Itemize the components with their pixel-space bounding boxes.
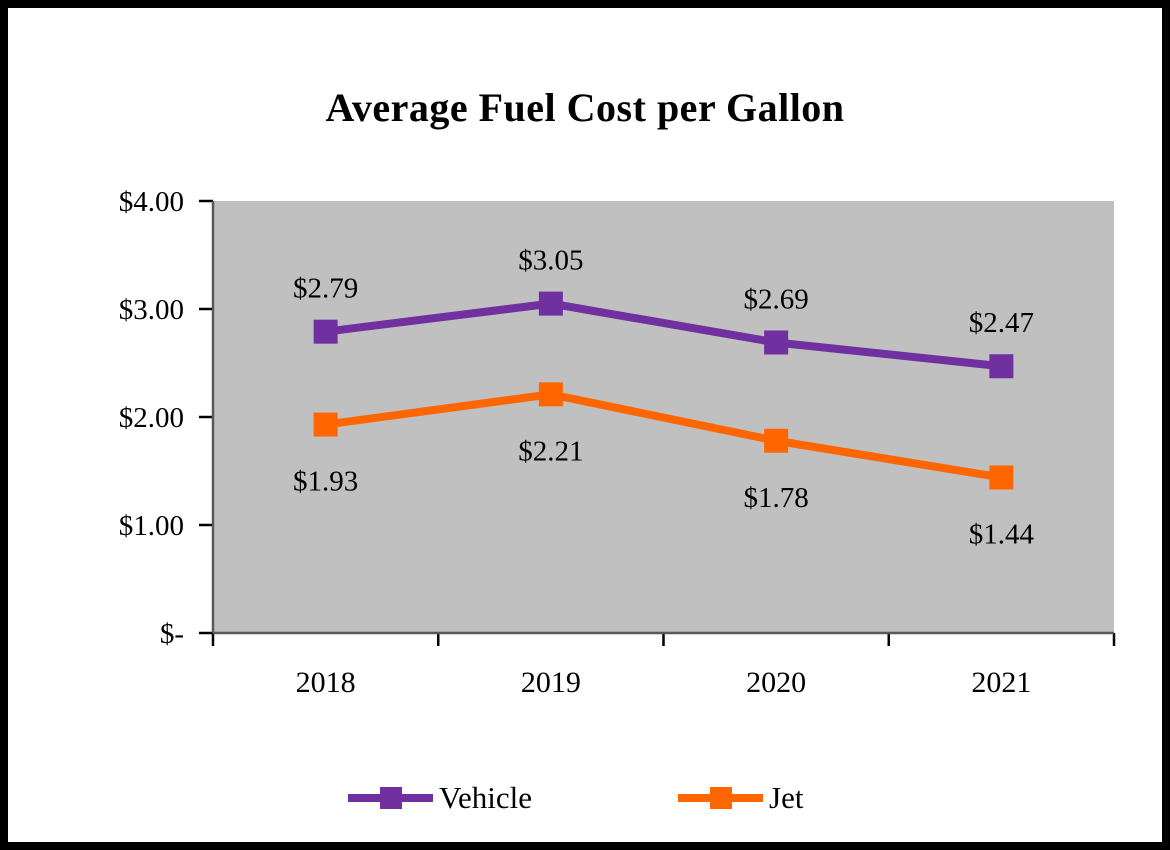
legend-line-swatch — [348, 787, 433, 809]
legend-label: Vehicle — [439, 780, 532, 815]
series-marker-jet — [764, 428, 789, 453]
x-axis-category-label: 2020 — [746, 666, 806, 699]
x-axis-category-label: 2019 — [521, 666, 581, 699]
series-line-vehicle — [325, 299, 1002, 371]
y-axis-tick-label: $- — [160, 618, 184, 650]
data-label: $2.69 — [744, 283, 809, 315]
legend-item-vehicle: Vehicle — [348, 780, 532, 816]
legend-label: Jet — [769, 780, 804, 815]
data-label: $2.21 — [518, 435, 583, 467]
data-label: $1.44 — [969, 518, 1035, 550]
data-label: $1.93 — [293, 466, 358, 498]
series-marker-jet — [989, 465, 1014, 490]
chart-title: Average Fuel Cost per Gallon — [325, 85, 845, 130]
series-marker-jet — [313, 412, 338, 437]
data-label: $1.78 — [744, 482, 809, 514]
legend-square-marker — [379, 787, 402, 809]
series-marker-vehicle — [313, 319, 338, 344]
data-label: $2.79 — [293, 273, 358, 305]
line-chart-canvas: $4.00 $3.00 $2.00 $1.00 $- 2018 2019 2020 2021 $2… — [119, 186, 1116, 699]
y-axis-tick-label: $4.00 — [119, 186, 184, 218]
series-marker-vehicle — [989, 354, 1014, 379]
data-label: $3.05 — [518, 245, 583, 277]
data-label: $2.47 — [969, 307, 1034, 339]
series-marker-vehicle — [538, 291, 563, 316]
series-line-jet — [325, 390, 1003, 482]
chart-legend: Vehicle Jet — [8, 780, 1162, 820]
legend-line-swatch — [678, 787, 763, 809]
y-axis-tick-label: $3.00 — [119, 294, 184, 326]
legend-item-jet: Jet — [678, 780, 803, 816]
x-axis-category-label: 2018 — [296, 666, 356, 699]
series-marker-vehicle — [764, 330, 789, 355]
y-axis-tick-label: $1.00 — [119, 510, 184, 542]
y-axis-tick-label: $2.00 — [119, 402, 184, 434]
legend-square-marker — [709, 787, 732, 809]
x-axis-category-label: 2021 — [971, 666, 1031, 699]
series-marker-jet — [538, 382, 563, 407]
